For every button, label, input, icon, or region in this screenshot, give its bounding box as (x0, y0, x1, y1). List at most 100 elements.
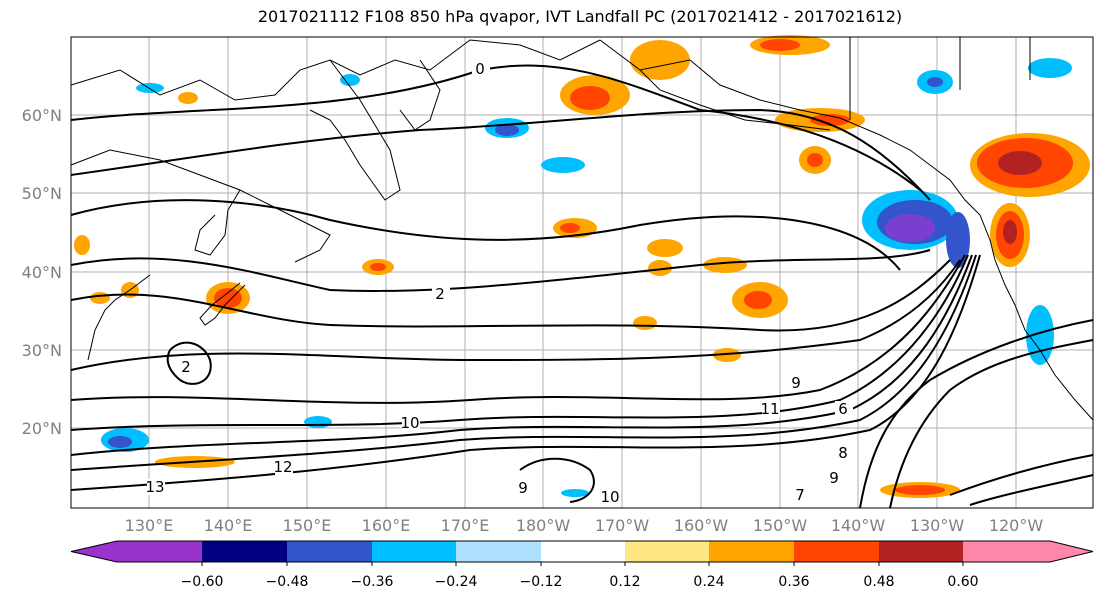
lon-label: 140°W (831, 516, 886, 535)
colorbar-tick-label: −0.36 (351, 574, 394, 590)
colorbar-tick-labels: −0.60 −0.48 −0.36 −0.24 −0.12 0.12 0.24 0.36 0.4… (181, 562, 979, 590)
lon-label: 130°W (910, 516, 965, 535)
lon-label: 150°E (283, 516, 332, 535)
ivt-contour (70, 254, 973, 456)
positive-anomaly (630, 40, 690, 80)
positive-anomaly (74, 235, 90, 255)
colorbar-tick-label: 0.48 (863, 574, 894, 590)
contour-label-bg (515, 480, 533, 496)
negative-anomaly (885, 214, 935, 242)
contour-label: 10 (600, 488, 619, 506)
ivt-contour (70, 64, 921, 191)
lon-label: 170°E (441, 516, 490, 535)
colorbar-tick-label: −0.24 (435, 574, 478, 590)
ivt-contour (70, 108, 931, 201)
ivt-contour (70, 254, 969, 431)
lat-label: 20°N (22, 419, 62, 438)
longitude-labels: 130°E 140°E 150°E 160°E 170°E 180°W 170°W 160°W… (125, 516, 1044, 535)
positive-anomaly (713, 348, 741, 362)
negative-anomaly (927, 77, 943, 87)
negative-anomaly (541, 157, 585, 173)
colorbar-tick-label: −0.60 (181, 574, 224, 590)
contour-label-bg (826, 470, 844, 486)
colorbar-segment (541, 541, 625, 562)
coastlines (70, 37, 1094, 421)
contour-label-bg (432, 286, 450, 302)
positive-anomaly (744, 291, 772, 309)
ivt-contour (70, 254, 981, 491)
contour-label: 8 (838, 444, 848, 462)
positive-anomaly (810, 114, 850, 126)
ivt-contour (70, 259, 961, 371)
positive-anomaly (90, 292, 110, 304)
coastline (399, 59, 441, 131)
colorbar-segment (287, 541, 372, 562)
colorbar-segment (71, 541, 202, 562)
ivt-contour (949, 454, 1094, 496)
lon-label: 180°W (516, 516, 571, 535)
positive-anomaly (214, 288, 242, 308)
negative-anomaly (946, 212, 970, 268)
contour-label-bg (835, 401, 853, 417)
lat-label: 60°N (22, 106, 62, 125)
contour-label: 9 (791, 374, 801, 392)
coastline (87, 274, 151, 361)
contour-label-bg (147, 479, 165, 495)
coastline (199, 282, 246, 326)
ivt-contours (70, 64, 1094, 509)
contour-label-bg (792, 487, 810, 503)
contour-label: 10 (400, 414, 419, 432)
lon-label: 140°E (204, 516, 253, 535)
coastline (599, 39, 931, 166)
ivt-contour (519, 457, 595, 503)
contour-label: 2 (181, 358, 191, 376)
contour-label: 9 (518, 479, 528, 497)
colorbar-segment (202, 541, 287, 562)
colorbar-segment (625, 541, 709, 562)
positive-anomaly (760, 39, 800, 51)
contour-label-bg (602, 489, 620, 505)
colorbar (70, 540, 1094, 563)
contour-label-bg (762, 401, 780, 417)
negative-anomaly (495, 124, 519, 136)
contour-label-bg (402, 415, 420, 431)
colorbar-tick-label: 0.12 (609, 574, 640, 590)
colorbar-outline (70, 540, 1094, 563)
negative-anomaly (1028, 58, 1072, 78)
colorbar-segment (372, 541, 456, 562)
positive-anomaly (633, 316, 657, 330)
colorbar-tick-label: −0.12 (520, 574, 563, 590)
ivt-contour (70, 249, 931, 292)
ivt-contour (859, 319, 1094, 509)
lat-label: 50°N (22, 184, 62, 203)
positive-anomaly (647, 239, 683, 257)
positive-anomaly (570, 86, 610, 110)
positive-anomaly (807, 153, 823, 167)
positive-anomaly (370, 263, 386, 271)
negative-anomaly (108, 436, 132, 448)
lon-label: 160°W (674, 516, 729, 535)
colorbar-segment (879, 541, 963, 562)
contour-label-bg (472, 61, 490, 77)
negative-anomaly (340, 74, 360, 86)
contour-label-bg (275, 459, 293, 475)
colorbar-tick-label: −0.48 (266, 574, 309, 590)
coastline (849, 37, 1031, 120)
contour-label: 13 (145, 478, 164, 496)
colorbar-segment (709, 541, 794, 562)
negative-anomaly (304, 416, 332, 428)
contour-label: 12 (273, 458, 292, 476)
contour-labels: 0 2 2 12 13 10 9 11 6 8 9 7 10 9 (145, 60, 853, 506)
contour-label-bg (178, 359, 196, 375)
ivt-contour (889, 339, 1094, 509)
positive-anomaly (998, 151, 1042, 175)
ivt-contour (166, 341, 212, 385)
lat-label: 40°N (22, 263, 62, 282)
positive-anomaly (648, 260, 672, 276)
ivt-contour (70, 259, 951, 332)
contour-label: 0 (475, 60, 485, 78)
positive-anomaly (703, 257, 747, 273)
positive-anomaly (1003, 220, 1017, 244)
coastline (309, 59, 401, 201)
